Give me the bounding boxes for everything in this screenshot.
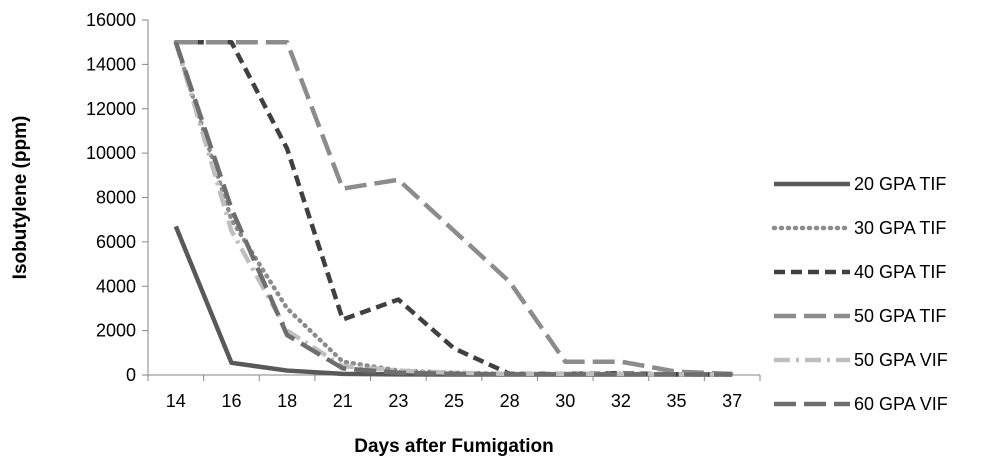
legend: 20 GPA TIF 30 GPA TIF 40 GPA TIF 50 GPA TIF… xyxy=(771,174,948,414)
x-tick-label: 16 xyxy=(221,391,241,411)
y-tick-label: 12000 xyxy=(86,99,136,119)
y-tick-label: 4000 xyxy=(96,276,136,296)
x-tick-label: 25 xyxy=(444,391,464,411)
legend-item: 40 GPA TIF xyxy=(774,262,946,282)
x-tick-label: 32 xyxy=(611,391,631,411)
x-axis-ticks: 14 16 18 21 23 25 28 30 32 35 37 xyxy=(147,375,761,411)
legend-label: 30 GPA TIF xyxy=(854,218,946,238)
series-40-gpa-tif xyxy=(175,39,733,377)
legend-item: 60 GPA VIF xyxy=(774,394,948,414)
x-tick-label: 23 xyxy=(388,391,408,411)
series-60-gpa-vif xyxy=(173,41,733,377)
legend-label: 40 GPA TIF xyxy=(854,262,946,282)
legend-item: 50 GPA VIF xyxy=(774,350,948,370)
x-axis-title: Days after Fumigation xyxy=(354,436,554,457)
y-tick-label: 14000 xyxy=(86,54,136,74)
series-50-gpa-tif xyxy=(175,39,733,377)
y-tick-label: 6000 xyxy=(96,232,136,252)
legend-label: 50 GPA TIF xyxy=(854,306,946,326)
x-tick-label: 14 xyxy=(166,391,186,411)
y-tick-label: 8000 xyxy=(96,188,136,208)
y-tick-label: 10000 xyxy=(86,143,136,163)
legend-label: 50 GPA VIF xyxy=(854,350,948,370)
series-line xyxy=(173,225,733,377)
x-tick-label: 30 xyxy=(555,391,575,411)
x-tick-label: 18 xyxy=(277,391,297,411)
x-tick-label: 37 xyxy=(722,391,742,411)
legend-item: 30 GPA TIF xyxy=(771,218,946,238)
series-line xyxy=(173,41,733,377)
series-line xyxy=(175,39,733,377)
series-line xyxy=(175,39,733,377)
legend-label: 60 GPA VIF xyxy=(854,394,948,414)
x-tick-label: 28 xyxy=(500,391,520,411)
series-layer xyxy=(173,39,735,377)
x-tick-label: 21 xyxy=(333,391,353,411)
y-tick-label: 16000 xyxy=(86,10,136,30)
legend-label: 20 GPA TIF xyxy=(854,174,946,194)
y-axis-title: Isobutylene (ppm) xyxy=(10,116,31,280)
legend-item: 50 GPA TIF xyxy=(774,306,946,326)
x-tick-label: 35 xyxy=(667,391,687,411)
y-tick-label: 0 xyxy=(126,365,136,385)
y-axis-ticks: 0 2000 4000 6000 8000 10000 12000 14000 16000 xyxy=(86,10,148,385)
series-20-gpa-tif xyxy=(173,225,733,377)
axes xyxy=(147,20,760,376)
legend-item: 20 GPA TIF xyxy=(774,174,946,194)
y-tick-label: 2000 xyxy=(96,321,136,341)
